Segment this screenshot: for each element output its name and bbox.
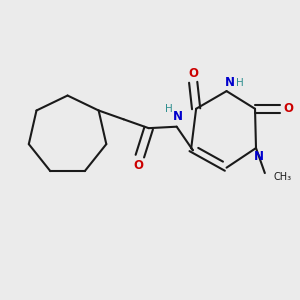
Text: O: O (134, 159, 143, 172)
Text: O: O (283, 102, 293, 115)
Text: N: N (225, 76, 235, 89)
Text: H: H (236, 78, 244, 88)
Text: CH₃: CH₃ (274, 172, 292, 182)
Text: N: N (173, 110, 183, 123)
Text: O: O (188, 67, 198, 80)
Text: N: N (254, 150, 264, 163)
Text: H: H (164, 104, 172, 114)
